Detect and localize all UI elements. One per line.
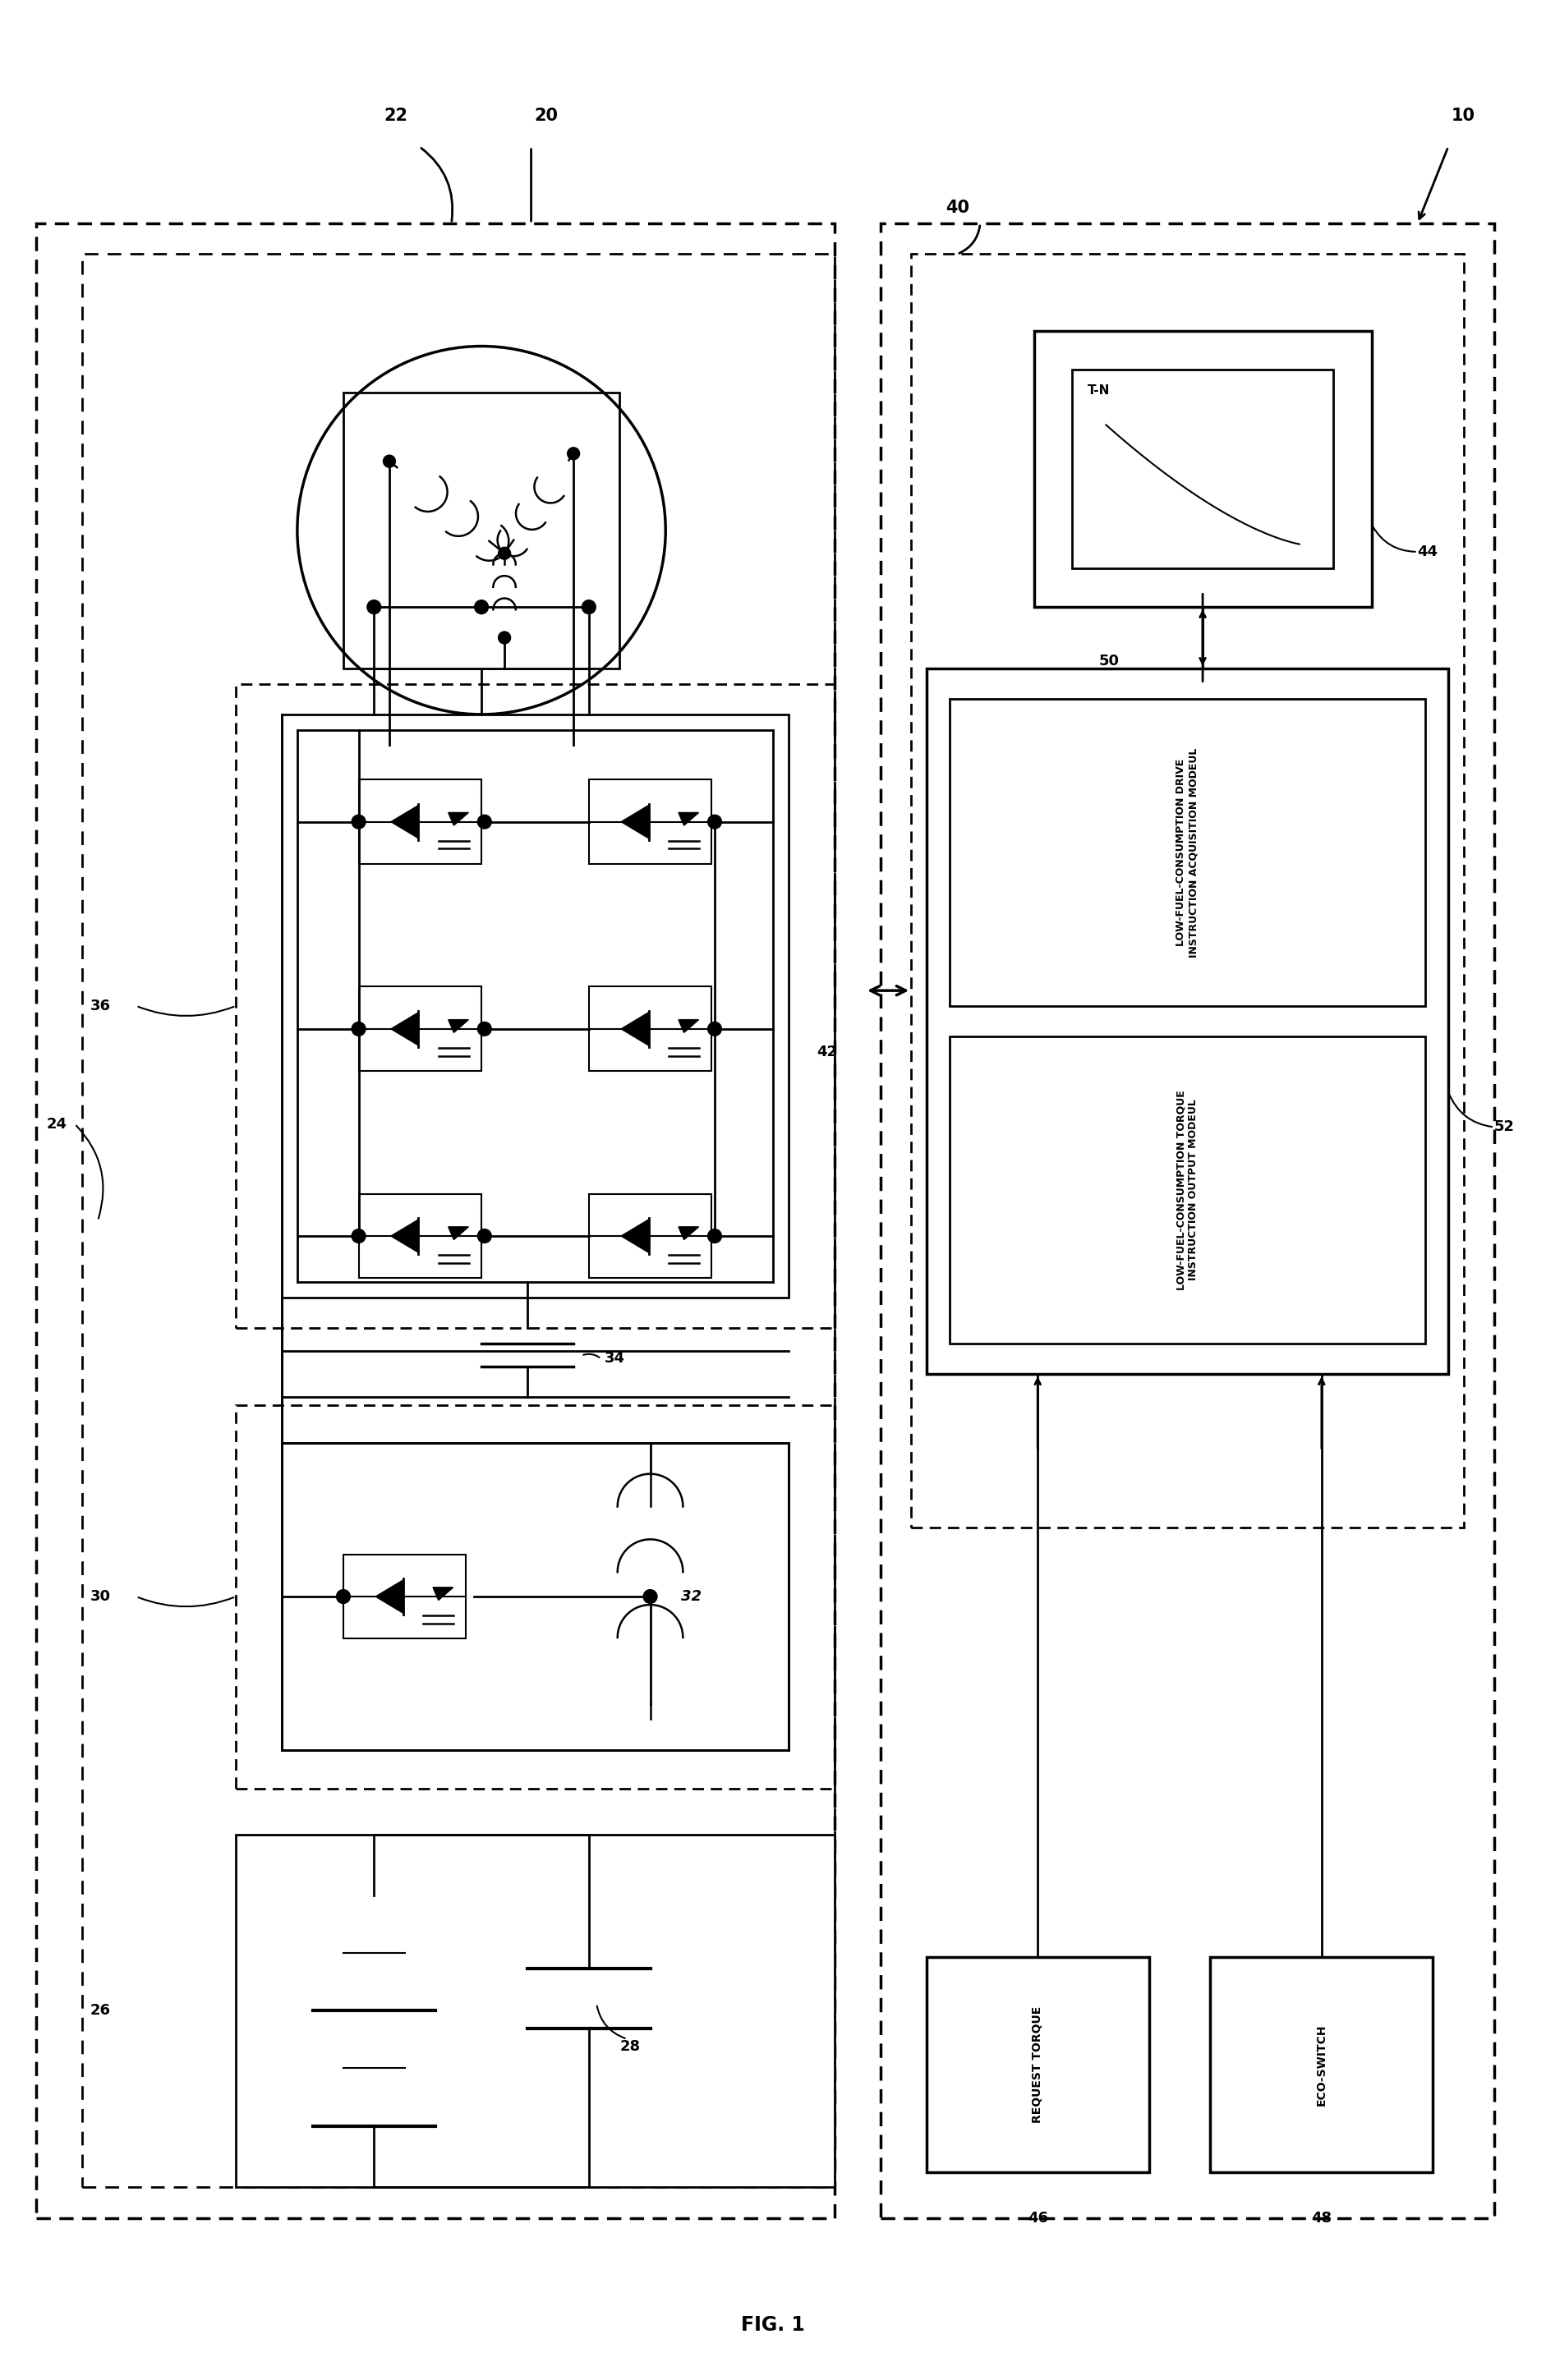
Text: 24: 24 <box>46 1116 66 1130</box>
Polygon shape <box>448 1019 468 1033</box>
Circle shape <box>567 447 580 459</box>
Bar <box>926 1956 1149 2173</box>
Polygon shape <box>448 1226 468 1240</box>
Text: 46: 46 <box>1028 2211 1048 2225</box>
Text: 22: 22 <box>383 107 408 124</box>
Text: 36: 36 <box>90 1000 111 1014</box>
Bar <box>1073 369 1333 569</box>
Polygon shape <box>621 1219 649 1252</box>
Circle shape <box>708 1021 722 1035</box>
Bar <box>359 1195 481 1278</box>
Circle shape <box>478 1228 492 1242</box>
Polygon shape <box>433 1587 453 1599</box>
Circle shape <box>366 600 380 614</box>
Polygon shape <box>679 1019 699 1033</box>
Bar <box>37 224 835 2218</box>
Bar <box>343 393 620 669</box>
Bar <box>237 1404 835 1787</box>
Circle shape <box>708 814 722 828</box>
Text: 40: 40 <box>945 200 969 217</box>
Text: 48: 48 <box>1311 2211 1333 2225</box>
Polygon shape <box>391 1219 419 1252</box>
Text: 10: 10 <box>1452 107 1475 124</box>
Bar <box>1211 1956 1433 2173</box>
Circle shape <box>708 1228 722 1242</box>
Text: 32: 32 <box>680 1590 702 1604</box>
Bar <box>949 1038 1425 1342</box>
Bar <box>359 781 481 864</box>
Bar <box>281 714 788 1297</box>
Text: T-N: T-N <box>1087 386 1110 397</box>
Bar <box>926 669 1449 1373</box>
Bar <box>237 1835 835 2187</box>
Text: 42: 42 <box>816 1045 836 1059</box>
Circle shape <box>383 455 396 466</box>
Bar <box>589 1195 711 1278</box>
Text: ECO-SWITCH: ECO-SWITCH <box>1316 2023 1328 2106</box>
Polygon shape <box>391 804 419 838</box>
Text: 52: 52 <box>1495 1119 1515 1135</box>
Bar <box>949 700 1425 1007</box>
Polygon shape <box>448 812 468 826</box>
Polygon shape <box>679 1226 699 1240</box>
Bar <box>343 1554 465 1640</box>
Text: 20: 20 <box>535 107 558 124</box>
Circle shape <box>337 1590 351 1604</box>
Circle shape <box>581 600 595 614</box>
Text: 26: 26 <box>90 2004 111 2018</box>
Circle shape <box>352 1228 365 1242</box>
Bar <box>374 607 589 669</box>
Text: LOW-FUEL-CONSUMPTION TORQUE
INSTRUCTION OUTPUT MODEUL: LOW-FUEL-CONSUMPTION TORQUE INSTRUCTION … <box>1177 1090 1198 1290</box>
Polygon shape <box>391 1011 419 1045</box>
Text: 34: 34 <box>604 1352 625 1366</box>
Circle shape <box>352 814 365 828</box>
Bar <box>911 255 1464 1528</box>
Text: 28: 28 <box>620 2040 640 2054</box>
Circle shape <box>498 547 510 559</box>
Circle shape <box>643 1590 657 1604</box>
Circle shape <box>498 631 510 645</box>
Bar <box>281 1442 788 1749</box>
Polygon shape <box>621 804 649 838</box>
Text: 50: 50 <box>1099 654 1119 669</box>
Circle shape <box>478 1021 492 1035</box>
Bar <box>880 224 1495 2218</box>
Bar <box>589 781 711 864</box>
Circle shape <box>352 1021 365 1035</box>
Polygon shape <box>679 812 699 826</box>
Polygon shape <box>376 1580 404 1614</box>
Polygon shape <box>621 1011 649 1045</box>
Bar <box>82 255 835 2187</box>
Text: FIG. 1: FIG. 1 <box>741 2316 805 2335</box>
Circle shape <box>478 814 492 828</box>
Bar <box>359 988 481 1071</box>
Bar <box>1034 331 1371 607</box>
Text: LOW-FUEL-CONSUMPTION DRIVE
INSTRUCTION ACQUISITION MODEUL: LOW-FUEL-CONSUMPTION DRIVE INSTRUCTION A… <box>1177 747 1198 957</box>
Text: 44: 44 <box>1418 545 1438 559</box>
Bar <box>589 988 711 1071</box>
Bar <box>237 683 835 1328</box>
Circle shape <box>475 600 489 614</box>
Text: 30: 30 <box>90 1590 111 1604</box>
Text: REQUEST TORQUE: REQUEST TORQUE <box>1033 2006 1044 2123</box>
